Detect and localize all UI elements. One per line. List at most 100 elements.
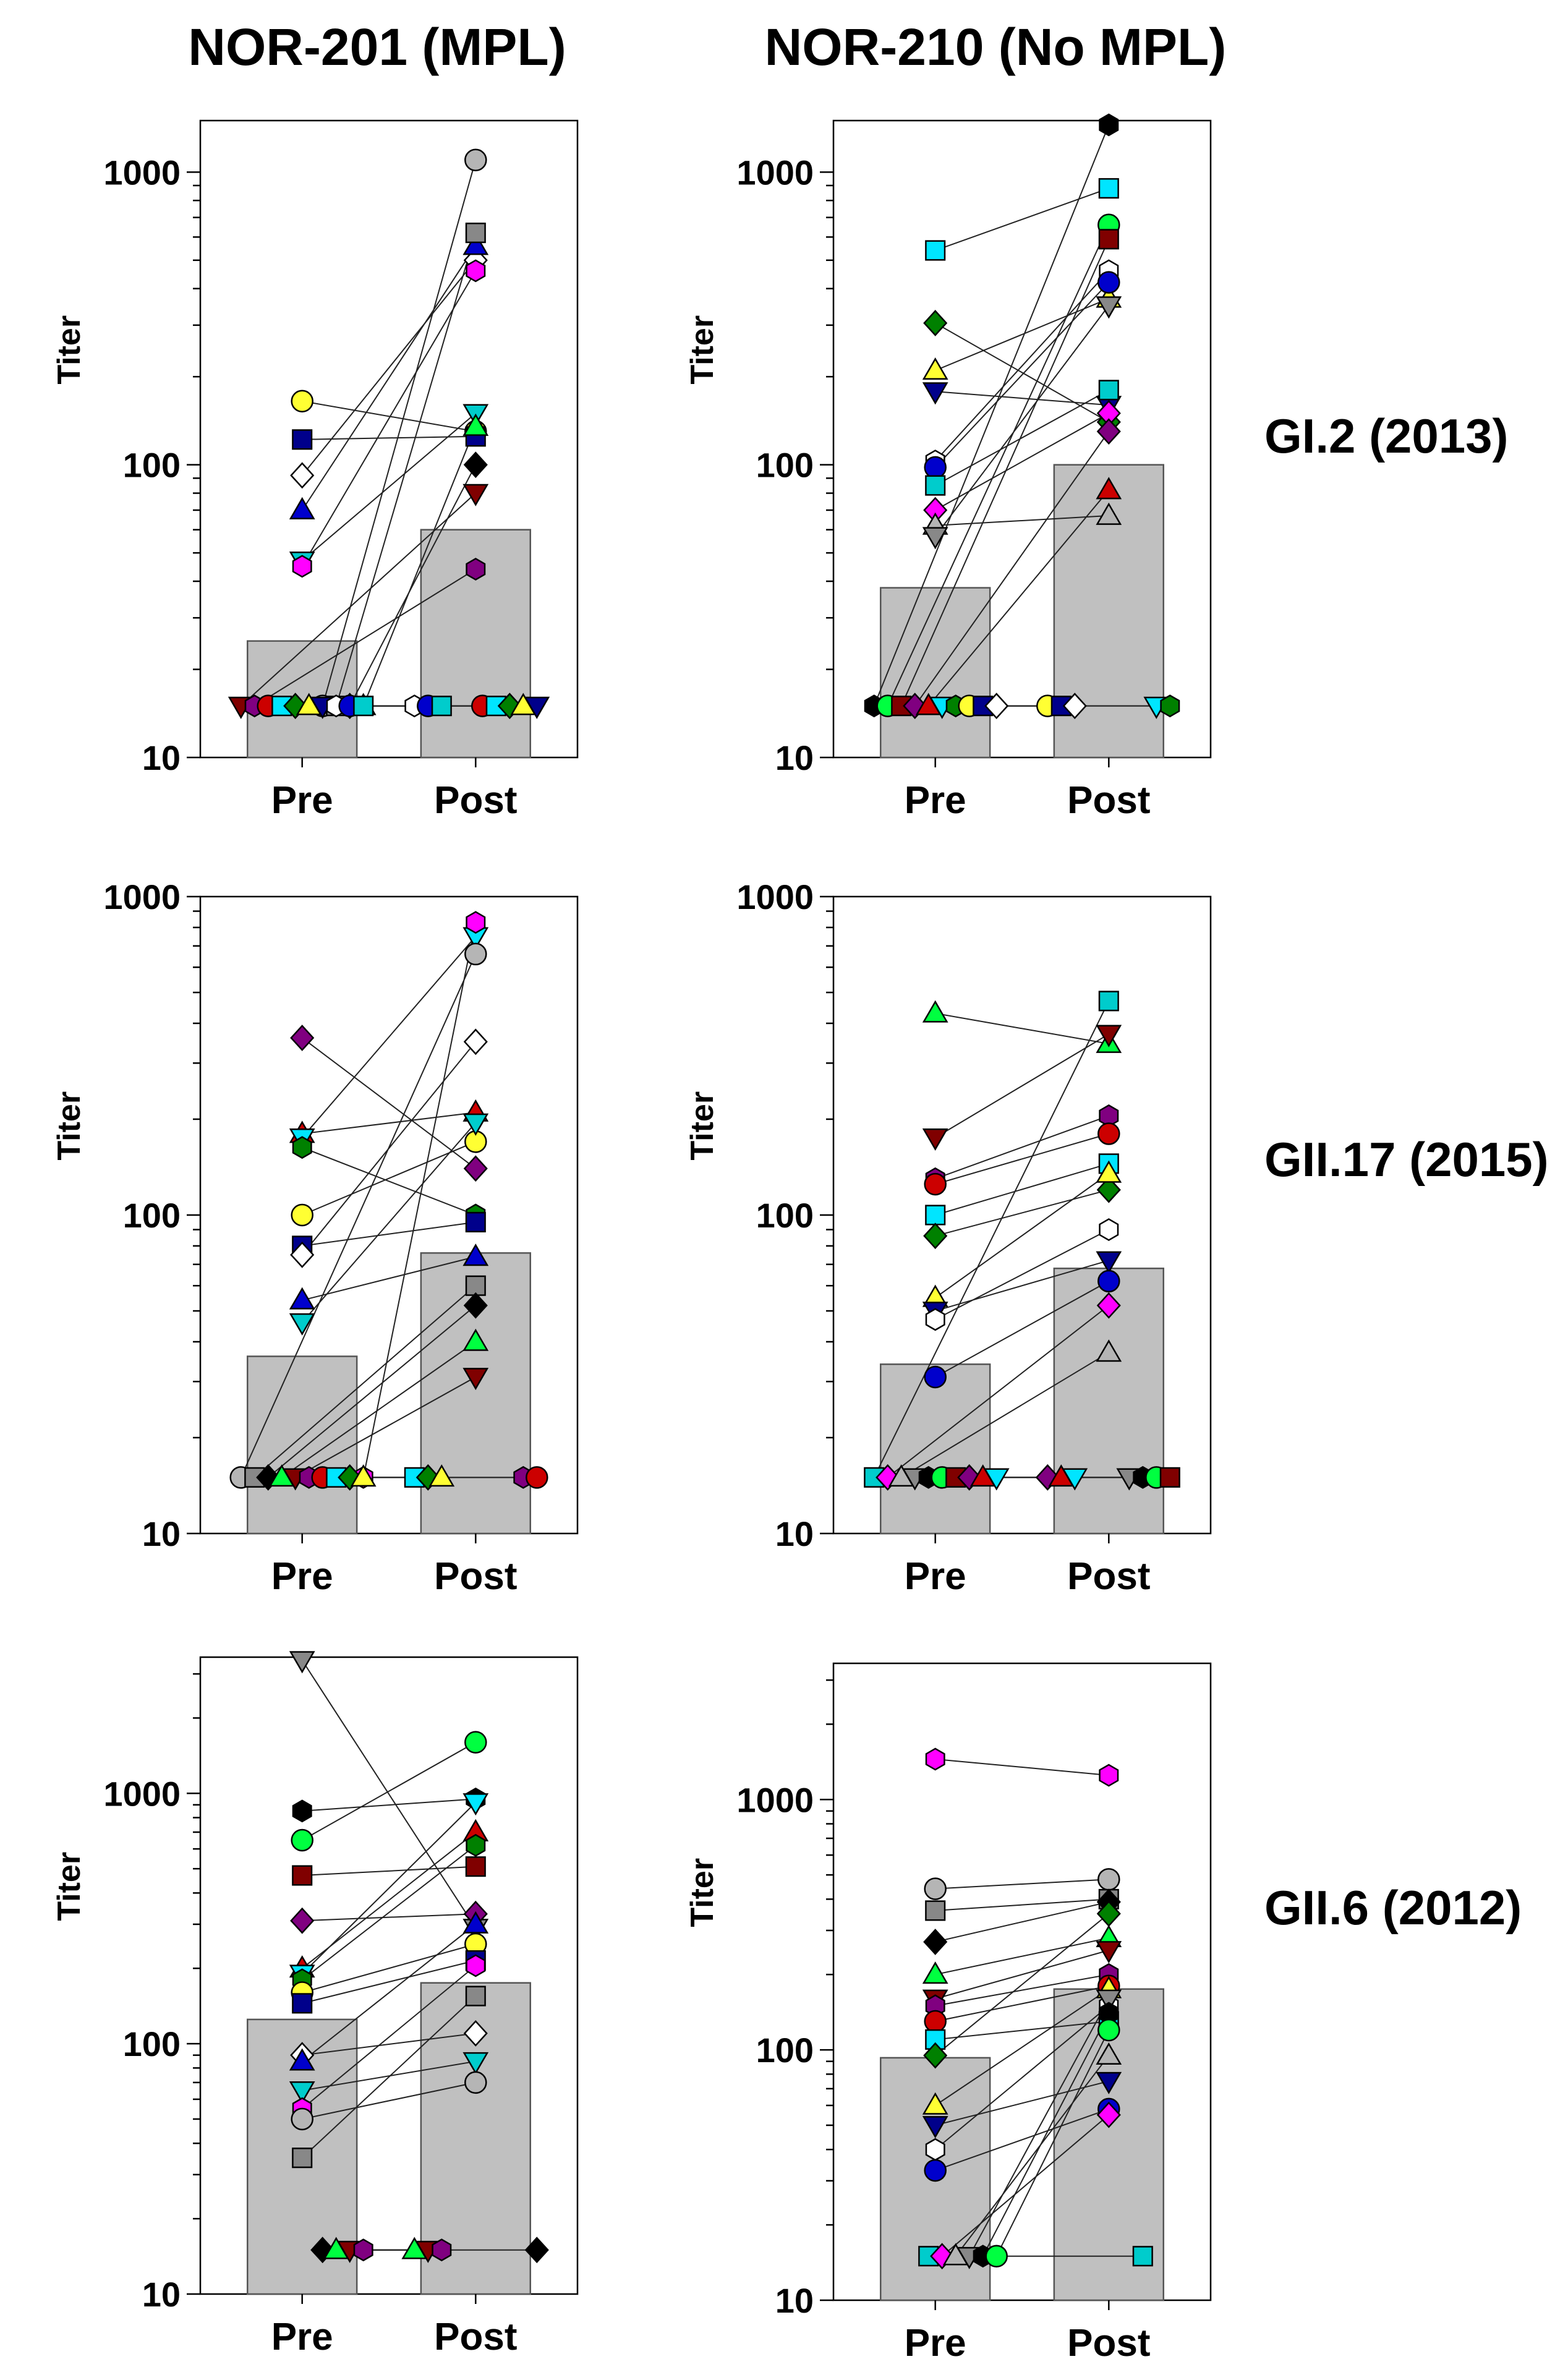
data-point-pre [289, 1651, 315, 1674]
data-point-post [466, 1954, 486, 1977]
data-point-pre [925, 2138, 945, 2161]
y-tick-label: 100 [756, 2031, 814, 2070]
data-point-post [462, 1793, 489, 1816]
subject-line [873, 124, 1110, 707]
row-title-gii17: GII.17 (2015) [1264, 1132, 1549, 1187]
data-point-post [464, 148, 487, 172]
x-tick-label-pre: Pre [905, 779, 966, 822]
data-point-post [466, 1833, 486, 1857]
data-point-pre [290, 1025, 315, 1051]
data-point-post [464, 1731, 487, 1754]
subject-line [302, 1037, 476, 1169]
subject-line [935, 1950, 1109, 2000]
data-point-pre [925, 475, 946, 496]
data-point-pre [290, 1907, 315, 1934]
subject-line [302, 1221, 476, 1247]
subject-line [935, 1173, 1109, 1299]
data-point-post [1096, 1025, 1122, 1047]
subject-line [900, 239, 1110, 707]
column-title-nor201: NOR-201 (MPL) [188, 18, 566, 76]
data-point-pre [923, 1929, 948, 1955]
subject-line [942, 2114, 1109, 2257]
subject-line [873, 1000, 1110, 1478]
subject-line [901, 1352, 1109, 1478]
subject-line [935, 1189, 1109, 1237]
x-tick-label-pre: Pre [271, 1555, 333, 1598]
subject-line [301, 1802, 477, 1974]
data-point-post [1097, 271, 1120, 294]
chart-panel-4: 10 100 1000 Pre Post Titer [684, 877, 1212, 1598]
data-point-post [1096, 2042, 1122, 2065]
data-point-pre [353, 696, 374, 717]
data-point-post [1160, 694, 1180, 718]
y-axis-label: Titer [51, 1091, 87, 1161]
subject-line [935, 1012, 1109, 1045]
data-point-post [1132, 2246, 1153, 2267]
y-tick-label: 100 [123, 1196, 181, 1235]
data-point-pre [922, 1961, 948, 1984]
data-point-post [1159, 1467, 1180, 1488]
data-point-post [1098, 991, 1119, 1012]
data-point-pre [922, 1128, 948, 1151]
subject-line [241, 492, 476, 707]
data-point-pre [292, 1799, 312, 1823]
data-point-pre [291, 390, 313, 412]
subject-line [301, 270, 477, 567]
x-tick-label-post: Post [1067, 779, 1150, 822]
data-point-pre [350, 1464, 377, 1487]
data-point-pre [289, 2048, 315, 2071]
data-point-post [462, 232, 489, 255]
data-point-pre [922, 2116, 948, 2139]
subject-line [362, 426, 477, 707]
row-title-gi2: GI.2 (2013) [1264, 409, 1509, 463]
y-tick-label: 100 [756, 446, 814, 485]
subject-line [302, 2081, 476, 2120]
subject-line [935, 1879, 1109, 1890]
data-point-post [465, 1211, 486, 1233]
subject-line [935, 389, 1109, 486]
data-point-post [1097, 1122, 1120, 1145]
data-point-pre [292, 1136, 312, 1159]
data-point-post [1096, 1900, 1121, 1927]
subject-line [935, 391, 1109, 406]
subject-line [240, 953, 477, 1478]
subject-line [301, 1122, 477, 1323]
y-tick-label: 1000 [736, 153, 814, 192]
chart-panel-5: 10 100 1000 Pre Post Titer [51, 1651, 579, 2358]
data-point-post [462, 1243, 489, 1266]
y-axis-label: Titer [51, 315, 87, 385]
data-point-post [524, 696, 550, 719]
subject-line [302, 1112, 476, 1135]
data-point-pre [924, 2010, 947, 2033]
data-point-pre [922, 2092, 948, 2115]
subject-line [254, 568, 476, 707]
subject-line [302, 412, 476, 561]
data-point-post [1096, 2071, 1122, 2094]
data-point-pre [291, 1828, 313, 1852]
subject-line [302, 1256, 476, 1301]
subject-line [935, 1988, 1109, 2106]
y-tick-label: 1000 [736, 877, 814, 916]
data-point-pre [924, 2159, 947, 2182]
data-point-post [463, 1028, 488, 1056]
data-point-post [431, 696, 452, 717]
subject-line [935, 1937, 1109, 1976]
subject-line [914, 431, 1110, 707]
subject-line [935, 1115, 1109, 1180]
chart-panel-2: 10 100 1000 Pre Post Titer [684, 113, 1212, 822]
subject-line [934, 270, 1110, 462]
x-tick-label-post: Post [434, 1555, 517, 1598]
subject-line [302, 1798, 476, 1812]
subject-line [301, 245, 477, 511]
subject-line [302, 1845, 476, 1981]
data-point-pre [292, 429, 313, 450]
y-tick-label: 10 [775, 2281, 814, 2320]
y-tick-label: 10 [775, 1514, 814, 1553]
x-tick-label-pre: Pre [905, 1555, 966, 1598]
data-point-pre [983, 1468, 1010, 1491]
subject-line [935, 514, 1109, 526]
data-point-pre [922, 527, 948, 550]
data-point-pre [292, 1993, 313, 2014]
data-point-post [462, 2052, 489, 2075]
